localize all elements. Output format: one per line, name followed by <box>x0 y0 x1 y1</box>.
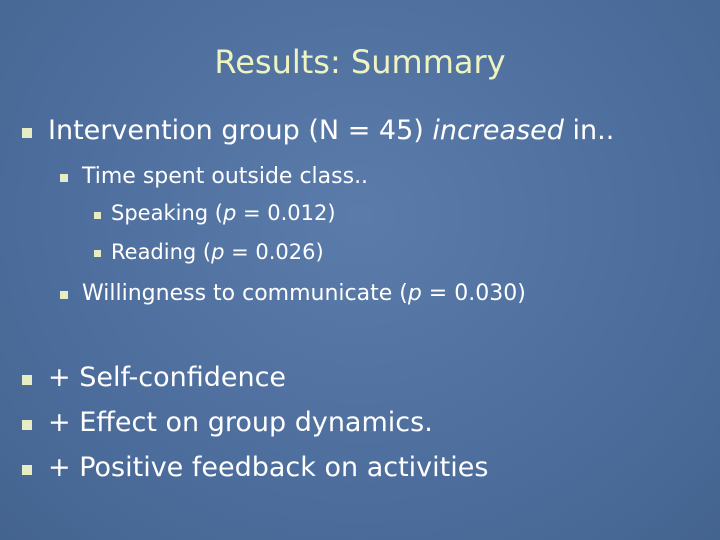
bullet <box>94 212 101 219</box>
text-run: Speaking ( <box>111 201 223 225</box>
text-run: + Self-confidence <box>48 362 287 393</box>
bullet <box>22 375 32 385</box>
bullet <box>22 465 32 475</box>
bullet-text: Time spent outside class.. <box>82 166 368 188</box>
text-run: p <box>407 281 422 306</box>
text-run: Willingness to communicate ( <box>82 281 408 306</box>
text-run: = 0.012) <box>236 201 336 225</box>
text-run: + Positive feedback on activities <box>48 452 489 483</box>
bullet-text: Willingness to communicate (p = 0.030) <box>82 283 526 305</box>
bullet <box>60 291 68 299</box>
bullet <box>22 420 32 430</box>
bullet-text: + Effect on group dynamics. <box>48 409 433 436</box>
slide-title: Results: Summary <box>214 43 506 81</box>
text-run: = 0.030) <box>421 281 526 306</box>
text-run: Intervention group (N = 45) <box>48 115 433 146</box>
text-run: Time spent outside class.. <box>82 164 369 189</box>
bullet-text: Reading (p = 0.026) <box>111 242 324 263</box>
bullet <box>60 174 68 182</box>
bullet-text: Speaking (p = 0.012) <box>111 203 336 224</box>
text-run: + Effect on group dynamics. <box>48 407 433 438</box>
bullet <box>22 128 32 138</box>
text-run: Reading ( <box>111 240 212 264</box>
bullet-text: + Self-confidence <box>48 364 286 391</box>
bullet-text: + Positive feedback on activities <box>48 454 488 481</box>
text-run: increased <box>432 115 564 146</box>
text-run: = 0.026) <box>224 240 324 264</box>
bullet <box>94 250 101 257</box>
text-run: p <box>211 240 225 264</box>
text-run: p <box>222 201 237 225</box>
text-run: in.. <box>563 115 615 146</box>
bullet-text: Intervention group (N = 45) increased in… <box>48 117 614 144</box>
